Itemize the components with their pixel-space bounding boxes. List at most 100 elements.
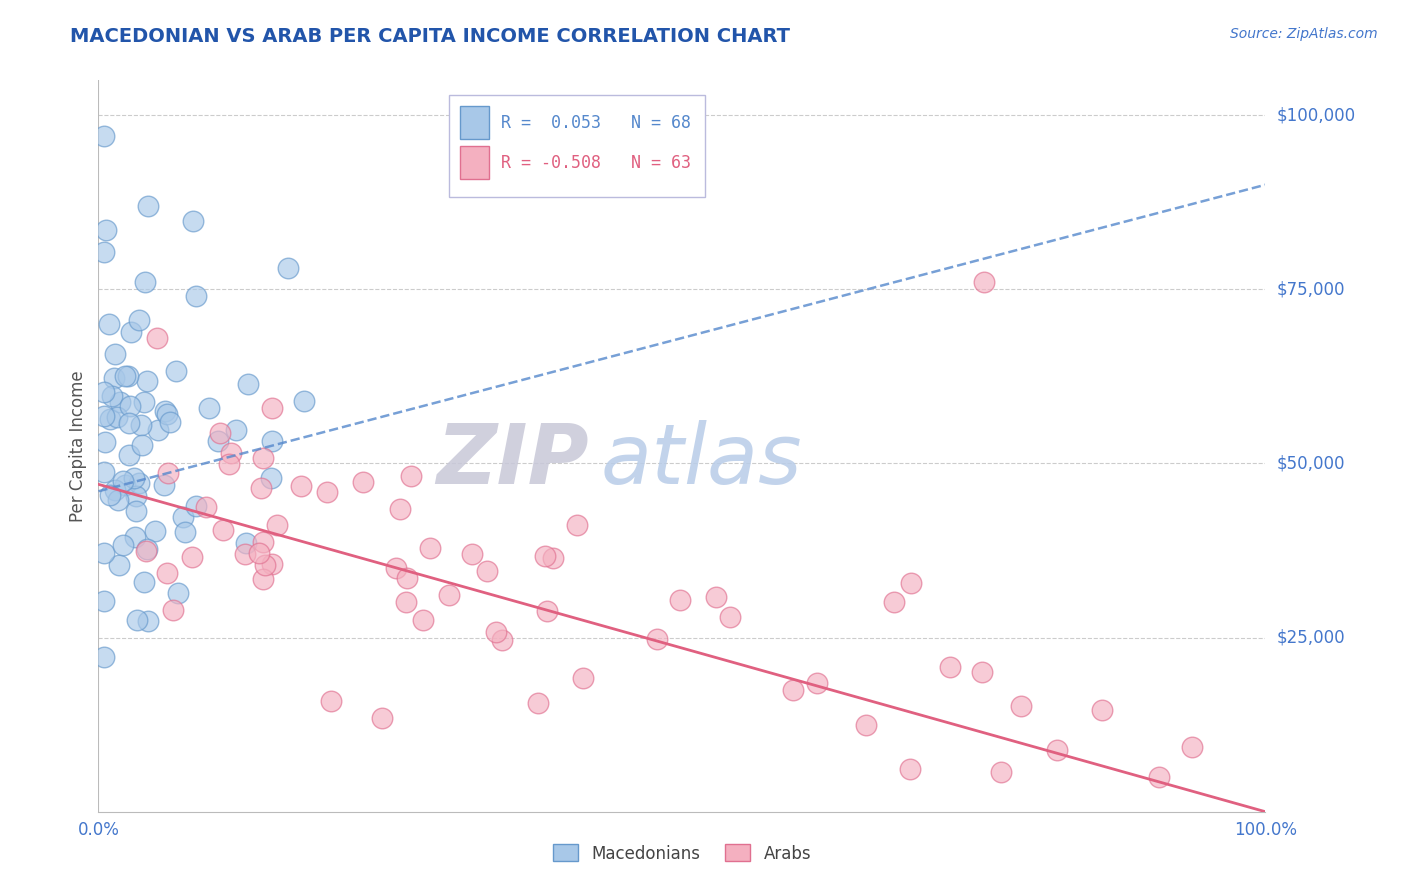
Point <box>198 401 221 415</box>
Point <box>94 223 117 237</box>
Point <box>136 614 159 628</box>
Point <box>103 371 125 385</box>
Point <box>260 471 283 485</box>
Point <box>117 369 139 384</box>
Point <box>125 503 148 517</box>
Point <box>704 590 727 604</box>
Point <box>93 409 115 423</box>
Point <box>172 509 194 524</box>
Point <box>128 313 150 327</box>
Point <box>93 128 115 143</box>
Point <box>972 665 994 680</box>
Point <box>207 434 229 448</box>
Point <box>131 438 153 452</box>
Point <box>131 417 153 432</box>
Point <box>262 557 284 571</box>
Point <box>134 275 156 289</box>
Point <box>111 474 134 488</box>
Point <box>543 551 565 566</box>
Text: ZIP: ZIP <box>436 420 589 501</box>
Point <box>120 325 142 339</box>
Text: atlas: atlas <box>600 420 801 501</box>
Point <box>898 763 921 777</box>
Y-axis label: Per Capita Income: Per Capita Income <box>69 370 87 522</box>
Point <box>107 558 129 573</box>
Point <box>114 478 136 492</box>
Text: $50,000: $50,000 <box>1277 454 1346 473</box>
Point <box>475 564 498 578</box>
Point <box>135 374 157 388</box>
Point <box>252 450 274 465</box>
Point <box>262 401 284 416</box>
Text: Source: ZipAtlas.com: Source: ZipAtlas.com <box>1230 27 1378 41</box>
Point <box>93 244 115 259</box>
Point <box>371 711 394 725</box>
Point <box>527 697 550 711</box>
Point <box>938 659 960 673</box>
Point <box>132 575 155 590</box>
Point <box>143 524 166 539</box>
Point <box>128 475 150 490</box>
Point <box>153 478 176 492</box>
Point <box>782 683 804 698</box>
Point <box>156 566 179 580</box>
Point <box>352 475 374 489</box>
Point <box>93 593 115 607</box>
Point <box>146 331 169 345</box>
Point <box>388 502 411 516</box>
Point <box>184 499 207 513</box>
Point <box>262 434 284 448</box>
Point <box>104 483 127 498</box>
Point <box>107 492 129 507</box>
Point <box>1046 743 1069 757</box>
Point <box>105 409 128 424</box>
Point <box>194 500 217 515</box>
Point <box>290 479 312 493</box>
Point <box>98 411 121 425</box>
FancyBboxPatch shape <box>460 146 489 179</box>
Point <box>184 289 207 303</box>
Point <box>253 558 276 573</box>
Point <box>104 347 127 361</box>
Point <box>1181 739 1204 754</box>
Point <box>148 424 170 438</box>
Point <box>153 403 176 417</box>
Point <box>266 517 288 532</box>
Point <box>97 317 120 331</box>
Text: $25,000: $25,000 <box>1277 629 1346 647</box>
Point <box>572 671 595 685</box>
Point <box>252 534 274 549</box>
Point <box>1147 770 1170 784</box>
Text: $75,000: $75,000 <box>1277 280 1346 298</box>
Point <box>461 548 484 562</box>
Point <box>883 595 905 609</box>
Text: R =  0.053   N = 68: R = 0.053 N = 68 <box>501 113 690 132</box>
Point <box>98 487 121 501</box>
Point <box>136 199 159 213</box>
Point <box>395 571 418 585</box>
Point <box>437 588 460 602</box>
Point <box>385 561 408 575</box>
Point <box>174 525 197 540</box>
Point <box>718 610 741 624</box>
Point <box>292 394 315 409</box>
Point <box>93 465 115 479</box>
Text: $100,000: $100,000 <box>1277 106 1355 124</box>
Point <box>219 445 242 459</box>
Point <box>399 469 422 483</box>
Point <box>181 214 204 228</box>
Point <box>135 542 157 557</box>
Point <box>485 624 508 639</box>
FancyBboxPatch shape <box>449 95 706 197</box>
Point <box>565 517 588 532</box>
Point <box>181 550 204 565</box>
Point <box>491 633 513 648</box>
Text: MACEDONIAN VS ARAB PER CAPITA INCOME CORRELATION CHART: MACEDONIAN VS ARAB PER CAPITA INCOME COR… <box>70 27 790 45</box>
Point <box>93 384 115 399</box>
Point <box>125 613 148 627</box>
Point <box>111 538 134 552</box>
Point <box>277 261 299 276</box>
Point <box>233 547 256 561</box>
Point <box>235 535 257 549</box>
Point <box>225 423 247 437</box>
